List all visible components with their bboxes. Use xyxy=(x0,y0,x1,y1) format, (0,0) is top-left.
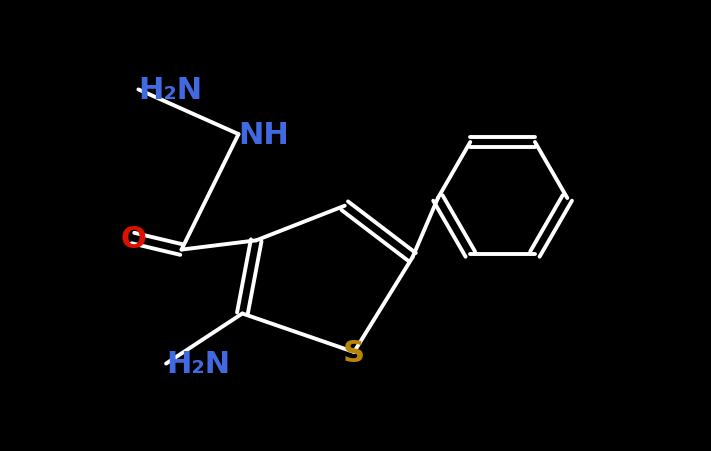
Text: O: O xyxy=(120,224,146,253)
Text: NH: NH xyxy=(238,120,289,149)
Text: H₂N: H₂N xyxy=(139,76,203,105)
Text: S: S xyxy=(343,338,365,367)
Text: H₂N: H₂N xyxy=(166,349,230,378)
